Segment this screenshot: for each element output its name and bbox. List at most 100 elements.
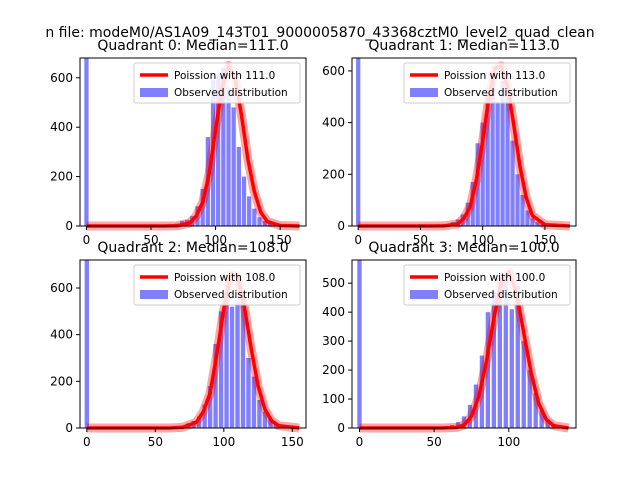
y-tick-label: 600 [322, 64, 345, 78]
hist-bar [495, 101, 500, 226]
hist-bar [216, 75, 221, 226]
panel-0: 0 50 100 150 0 200 400 600 Quadrant 0: Median=11… [50, 38, 307, 247]
hist-bar [229, 306, 235, 428]
y-tick-label: 400 [322, 116, 345, 130]
x-tick-label: 100 [471, 233, 494, 247]
hist-bar [268, 418, 273, 428]
y-tick-label: 0 [337, 421, 345, 435]
x-tick-label: 50 [143, 233, 158, 247]
legend-box [403, 264, 571, 306]
legend-label-observed: Observed distribution [174, 87, 288, 99]
hist-bar [510, 140, 515, 226]
hist-bar [503, 274, 508, 428]
hist-bar [470, 182, 475, 226]
hist-bar [497, 277, 503, 428]
y-tick-label: 600 [50, 71, 73, 85]
legend-label-poisson: Poission with 100.0 [444, 272, 545, 284]
y-tick-label: 200 [322, 363, 345, 377]
legend-label-observed: Observed distribution [444, 289, 558, 301]
x-tick-label: 100 [204, 233, 227, 247]
legend-label-observed: Observed distribution [444, 87, 558, 99]
legend-hist-swatch [410, 290, 438, 299]
y-tick-label: 300 [322, 334, 345, 348]
hist-spike-bar [84, 58, 89, 226]
hist-bar [267, 223, 272, 226]
panel-title: Quadrant 3: Median=100.0 [368, 240, 559, 256]
hist-bar [200, 188, 205, 226]
x-tick-label: 100 [212, 435, 235, 449]
x-tick-label: 0 [356, 435, 364, 449]
y-tick-label: 600 [50, 281, 73, 295]
panel-3: 0 50 100 0 100 200 300 400 500 Quadrant 3: Median… [322, 240, 577, 449]
x-tick-label: 150 [281, 435, 304, 449]
axes-frame [79, 57, 307, 227]
y-tick-label: 100 [322, 392, 345, 406]
legend-label-poisson: Poission with 111.0 [174, 70, 275, 82]
hist-bar [257, 400, 262, 428]
hist-bar [224, 292, 229, 428]
hist-bar [226, 87, 231, 226]
panel-title: Quadrant 2: Median=108.0 [97, 240, 288, 256]
y-tick-label: 200 [50, 374, 73, 388]
panel-title: Quadrant 1: Median=113.0 [368, 38, 559, 54]
axes-frame [79, 259, 307, 429]
legend-label-poisson: Poission with 113.0 [444, 70, 545, 82]
hist-bar [515, 286, 520, 428]
hist-bar [241, 176, 247, 226]
hist-bar [252, 208, 257, 226]
hist-bar [485, 91, 490, 226]
hist-bar [485, 312, 491, 428]
hist-bar [530, 218, 535, 226]
hist-bar [545, 419, 550, 428]
hist-bar [500, 81, 505, 226]
legend-box [133, 62, 301, 104]
hist-bar [262, 221, 267, 226]
hist-spike-bar [357, 260, 362, 428]
hist-bar [515, 174, 520, 226]
y-tick-label: 500 [322, 276, 345, 290]
y-tick-label: 400 [322, 305, 345, 319]
hist-bar [527, 370, 532, 428]
legend-label-poisson: Poission with 108.0 [174, 272, 275, 284]
hist-bar [509, 309, 514, 428]
legend-box [403, 62, 571, 104]
hist-bar [491, 291, 497, 428]
x-tick-label: 0 [354, 233, 362, 247]
hist-bar [196, 416, 202, 428]
legend-label-observed: Observed distribution [174, 289, 288, 301]
hist-bar [207, 386, 213, 428]
y-tick-label: 400 [50, 120, 73, 134]
hist-bar [521, 341, 526, 428]
y-tick-label: 400 [50, 328, 73, 342]
y-tick-label: 0 [65, 219, 73, 233]
hist-bar [213, 344, 218, 428]
hist-spike-bar [84, 260, 90, 428]
legend-hist-swatch [140, 290, 168, 299]
hist-bar [479, 355, 485, 428]
x-tick-label: 150 [269, 233, 292, 247]
hist-bar [247, 196, 252, 226]
hist-bar [535, 222, 540, 226]
hist-bar [231, 107, 236, 226]
hist-bar [221, 67, 226, 226]
hist-spike-bar [356, 58, 361, 226]
hist-bar [520, 194, 525, 226]
hist-bar [505, 96, 510, 227]
x-tick-label: 100 [497, 435, 520, 449]
hist-bar [475, 143, 480, 226]
hist-bar [218, 311, 224, 428]
hist-bar [202, 404, 207, 428]
y-tick-label: 200 [50, 170, 73, 184]
y-tick-label: 200 [322, 167, 345, 181]
hist-bar [490, 70, 495, 226]
x-tick-label: 0 [83, 233, 91, 247]
hist-bar [262, 411, 268, 428]
figure-suptitle: n file: modeM0/AS1A09_143T01_9000005870_… [45, 25, 594, 41]
panel-1: 0 50 100 150 0 200 400 600 Quadrant 1: Median=11… [322, 38, 577, 247]
legend-hist-swatch [410, 88, 438, 97]
hist-bar [480, 122, 485, 226]
hist-bar [246, 358, 251, 428]
hist-bar [240, 297, 246, 428]
hist-bar [251, 376, 257, 428]
